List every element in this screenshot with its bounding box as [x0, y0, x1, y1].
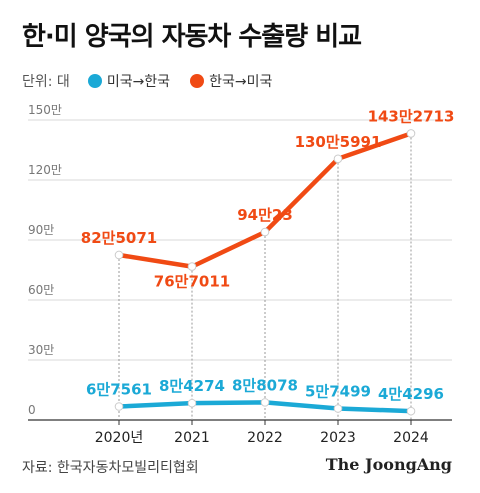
y-tick-label-2: 60만	[28, 283, 54, 297]
y-tick-label-3: 90만	[28, 223, 54, 237]
data-point-0-0	[114, 250, 124, 260]
unit-label: 단위: 대	[22, 74, 70, 90]
data-label-0-3: 130만5991	[295, 133, 382, 151]
y-tick-label-4: 120만	[28, 163, 62, 177]
data-point-0-4	[406, 129, 416, 138]
data-label-1-3: 5만7499	[305, 383, 371, 401]
x-tick-label-0: 2020년	[95, 430, 144, 446]
data-label-1-1: 8만4274	[159, 377, 225, 395]
data-label-0-0: 82만5071	[81, 229, 157, 247]
legend-item-kr-to-us: 한국→미국	[190, 71, 272, 91]
data-label-1-0: 6만7561	[86, 380, 152, 398]
x-tick-label-3: 2023	[320, 430, 356, 446]
x-tick-label-2: 2022	[247, 430, 283, 446]
data-label-0-1: 76만7011	[154, 273, 230, 291]
data-point-0-1	[187, 262, 197, 271]
data-label-1-2: 8만8078	[232, 376, 298, 394]
data-label-0-2: 94만23	[237, 206, 293, 224]
legend-dot-kr-to-us	[190, 74, 205, 88]
x-tick-label-1: 2021	[174, 430, 210, 446]
data-label-0-4: 143만2713	[368, 107, 455, 125]
y-tick-label-0: 0	[28, 403, 36, 417]
brand-logo: The JoongAng	[325, 455, 452, 474]
data-point-1-1	[187, 398, 197, 408]
data-point-0-3	[333, 154, 343, 164]
data-point-0-2	[260, 227, 270, 237]
data-point-1-3	[333, 404, 343, 413]
legend-item-us-to-kr: 미국→한국	[87, 71, 171, 91]
series-line-0	[116, 131, 414, 269]
chart-title: 한·미 양국의 자동차 수출량 비교	[22, 22, 362, 52]
data-point-1-2	[260, 398, 270, 407]
legend-label-us-to-kr: 미국→한국	[106, 74, 171, 90]
y-tick-label-1: 30만	[28, 343, 54, 357]
legend: 단위: 대 미국→한국 한국→미국	[22, 70, 292, 92]
data-point-1-0	[114, 402, 124, 411]
data-point-1-4	[406, 406, 416, 416]
y-tick-label-5: 150만	[28, 103, 62, 117]
legend-dot-us-to-kr	[87, 74, 102, 88]
x-tick-label-4: 2024	[393, 430, 429, 446]
legend-label-kr-to-us: 한국→미국	[209, 74, 273, 90]
source-note: 자료: 한국자동차모빌리티협회	[22, 460, 199, 476]
data-label-1-4: 4만4296	[378, 385, 444, 403]
